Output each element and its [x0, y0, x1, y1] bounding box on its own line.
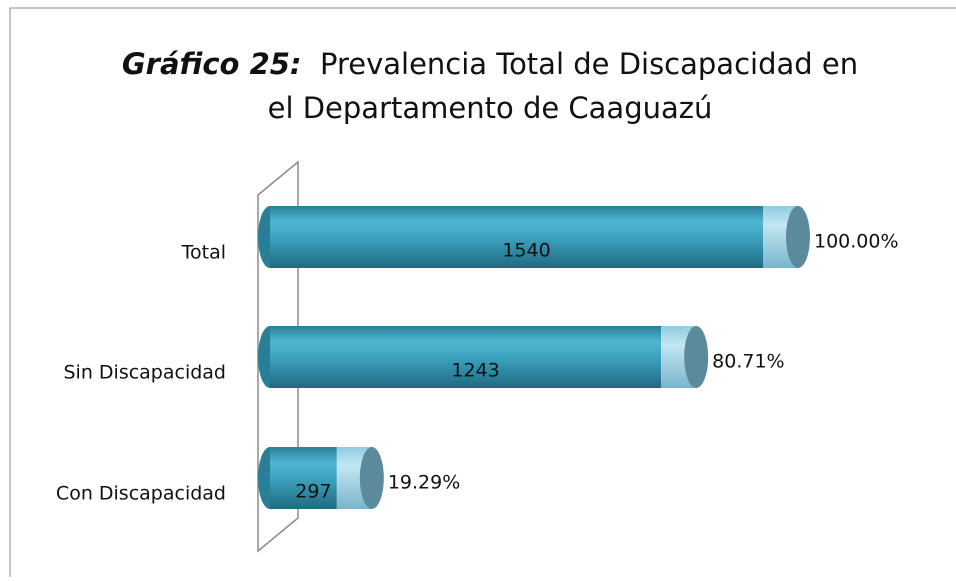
y-tick-label: Total [181, 242, 226, 264]
percent-label: 19.29% [388, 472, 460, 494]
percent-label: 100.00% [814, 231, 899, 253]
value-label: 297 [295, 481, 331, 503]
bar [258, 326, 709, 388]
value-label: 1540 [502, 240, 550, 262]
chart-title: Gráfico 25: Prevalencia Total de Discapa… [122, 47, 858, 81]
frame [9, 7, 956, 581]
bar-end-cap [786, 206, 810, 268]
title-label: Gráfico 25: [122, 47, 302, 81]
chart-title-text: Prevalencia Total de Discapacidad en [302, 47, 859, 81]
bar-body [270, 447, 337, 509]
bar-end-cap [359, 447, 384, 509]
bar-body [270, 206, 763, 268]
bar-end-cap [684, 326, 709, 388]
y-tick-label: Sin Discapacidad [63, 362, 226, 384]
percent-label: 80.71% [712, 351, 784, 373]
bar-body [270, 326, 662, 388]
value-label: 1243 [451, 360, 499, 382]
y-tick-label: Con Discapacidad [56, 483, 226, 505]
bar [258, 206, 810, 268]
chart-title-text: el Departamento de Caaguazú [268, 91, 713, 125]
bar [258, 447, 384, 509]
back-wall [257, 160, 299, 553]
